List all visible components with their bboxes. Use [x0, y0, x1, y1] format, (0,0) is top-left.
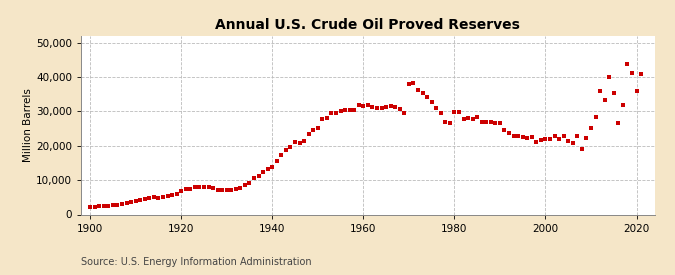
Y-axis label: Million Barrels: Million Barrels: [23, 88, 33, 162]
Title: Annual U.S. Crude Oil Proved Reserves: Annual U.S. Crude Oil Proved Reserves: [215, 18, 520, 32]
Text: Source: U.S. Energy Information Administration: Source: U.S. Energy Information Administ…: [81, 257, 312, 266]
